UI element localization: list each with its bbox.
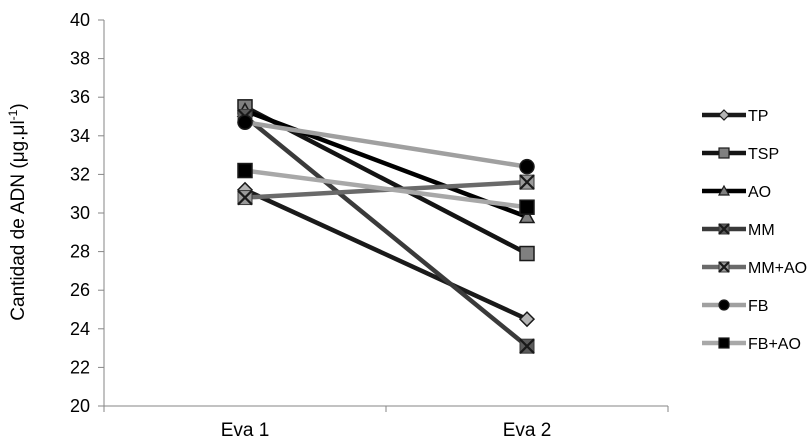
y-tick-label: 36 xyxy=(70,87,90,107)
y-tick-labels: 20 22 24 26 28 30 32 34 36 38 40 xyxy=(70,10,90,416)
data-point-mm-plus-ao-1 xyxy=(519,174,535,190)
legend-label: TSP xyxy=(748,146,779,163)
legend-item-ao: AO xyxy=(702,184,771,201)
data-point-tsp-1 xyxy=(519,245,535,262)
chart-axes xyxy=(98,19,669,412)
legend-item-mm-plus-ao: MM+AO xyxy=(702,260,807,277)
legend-marker xyxy=(718,261,730,273)
legend-label: FB+AO xyxy=(748,336,801,353)
legend: TP TSP AO MM MM+AO FB FB+AO xyxy=(702,108,807,353)
y-tick-label: 32 xyxy=(70,164,90,184)
series-line-tp xyxy=(244,187,528,322)
data-point-fb-plus-ao-0 xyxy=(237,162,253,179)
y-tick-label: 34 xyxy=(70,126,90,146)
legend-label: AO xyxy=(748,184,771,201)
legend-label: MM xyxy=(748,222,775,239)
series-line-mm xyxy=(243,114,529,348)
legend-item-fb-plus-ao: FB+AO xyxy=(702,336,801,353)
data-point-fb-0 xyxy=(237,114,253,131)
x-tick-labels: Eva 1 Eva 2 xyxy=(221,420,552,441)
y-tick-label: 22 xyxy=(70,357,90,377)
legend-marker xyxy=(718,337,730,349)
series-line-fb xyxy=(244,120,528,169)
data-point-mm-1 xyxy=(519,338,535,354)
legend-marker xyxy=(718,223,730,235)
series-line-fb-plus-ao xyxy=(244,168,528,210)
data-point-ao-1 xyxy=(518,208,536,224)
x-tick-label: Eva 1 xyxy=(221,420,270,441)
data-point-mm-plus-ao-0 xyxy=(237,189,253,206)
series-markers xyxy=(236,99,536,354)
legend-marker xyxy=(717,184,731,196)
y-tick-label: 26 xyxy=(70,280,90,300)
legend-marker xyxy=(718,109,730,121)
y-tick-label: 40 xyxy=(70,10,90,30)
legend-label: MM+AO xyxy=(748,260,807,277)
legend-item-mm: MM xyxy=(702,222,775,239)
legend-label: TP xyxy=(748,108,768,125)
legend-marker xyxy=(718,147,730,159)
x-tick-label: Eva 2 xyxy=(503,420,552,441)
y-axis-label: Cantidad de ADN (μg.μl-1) xyxy=(6,103,29,320)
y-tick-label: 24 xyxy=(70,319,90,339)
legend-item-tp: TP xyxy=(702,108,768,125)
data-point-fb-1 xyxy=(519,158,535,175)
series-lines xyxy=(243,104,529,348)
y-tick-label: 38 xyxy=(70,49,90,69)
data-point-fb-plus-ao-1 xyxy=(519,199,535,215)
legend-label: FB xyxy=(748,298,768,315)
legend-marker xyxy=(718,299,730,311)
legend-item-fb: FB xyxy=(702,298,768,315)
data-point-tp-1 xyxy=(518,311,536,328)
legend-item-tsp: TSP xyxy=(702,146,779,163)
y-tick-label: 28 xyxy=(70,242,90,262)
y-tick-label: 30 xyxy=(70,203,90,223)
y-tick-label: 20 xyxy=(70,396,90,416)
